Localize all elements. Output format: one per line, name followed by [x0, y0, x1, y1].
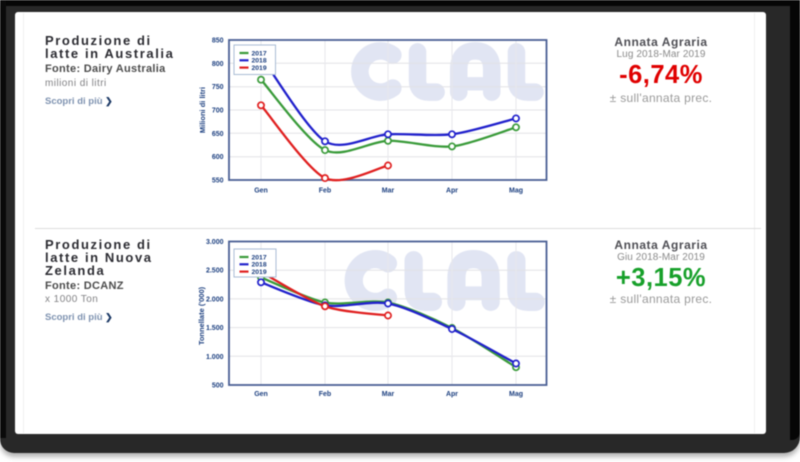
svg-text:1.000: 1.000	[206, 354, 224, 361]
svg-text:Gen: Gen	[254, 391, 268, 398]
svg-text:750: 750	[212, 84, 224, 91]
svg-text:Feb: Feb	[319, 188, 331, 195]
svg-text:500: 500	[212, 383, 224, 390]
svg-text:Milioni di litri: Milioni di litri	[198, 87, 207, 133]
svg-text:3.000: 3.000	[206, 239, 224, 246]
svg-text:2018: 2018	[252, 262, 267, 269]
svg-text:650: 650	[212, 131, 224, 138]
svg-text:2.500: 2.500	[206, 268, 224, 275]
svg-text:Mag: Mag	[509, 391, 523, 398]
svg-text:2018: 2018	[252, 58, 267, 65]
svg-text:Tonnellate ('000): Tonnellate ('000)	[197, 286, 206, 345]
svg-text:Apr: Apr	[446, 391, 458, 398]
svg-text:800: 800	[212, 61, 224, 68]
svg-text:2017: 2017	[252, 254, 267, 261]
svg-text:600: 600	[212, 154, 224, 161]
svg-text:Mar: Mar	[382, 188, 395, 195]
svg-text:Apr: Apr	[446, 188, 458, 195]
svg-text:700: 700	[212, 108, 224, 115]
svg-text:2.000: 2.000	[206, 296, 224, 303]
svg-text:Mag: Mag	[509, 188, 523, 195]
svg-text:2017: 2017	[252, 50, 267, 57]
svg-text:2019: 2019	[252, 269, 267, 276]
svg-text:550: 550	[212, 178, 224, 185]
svg-text:2019: 2019	[252, 65, 267, 72]
svg-text:1.500: 1.500	[206, 325, 224, 332]
svg-text:Gen: Gen	[254, 188, 268, 195]
svg-text:Mar: Mar	[382, 391, 395, 398]
svg-text:850: 850	[212, 38, 224, 45]
svg-text:Feb: Feb	[319, 391, 331, 398]
